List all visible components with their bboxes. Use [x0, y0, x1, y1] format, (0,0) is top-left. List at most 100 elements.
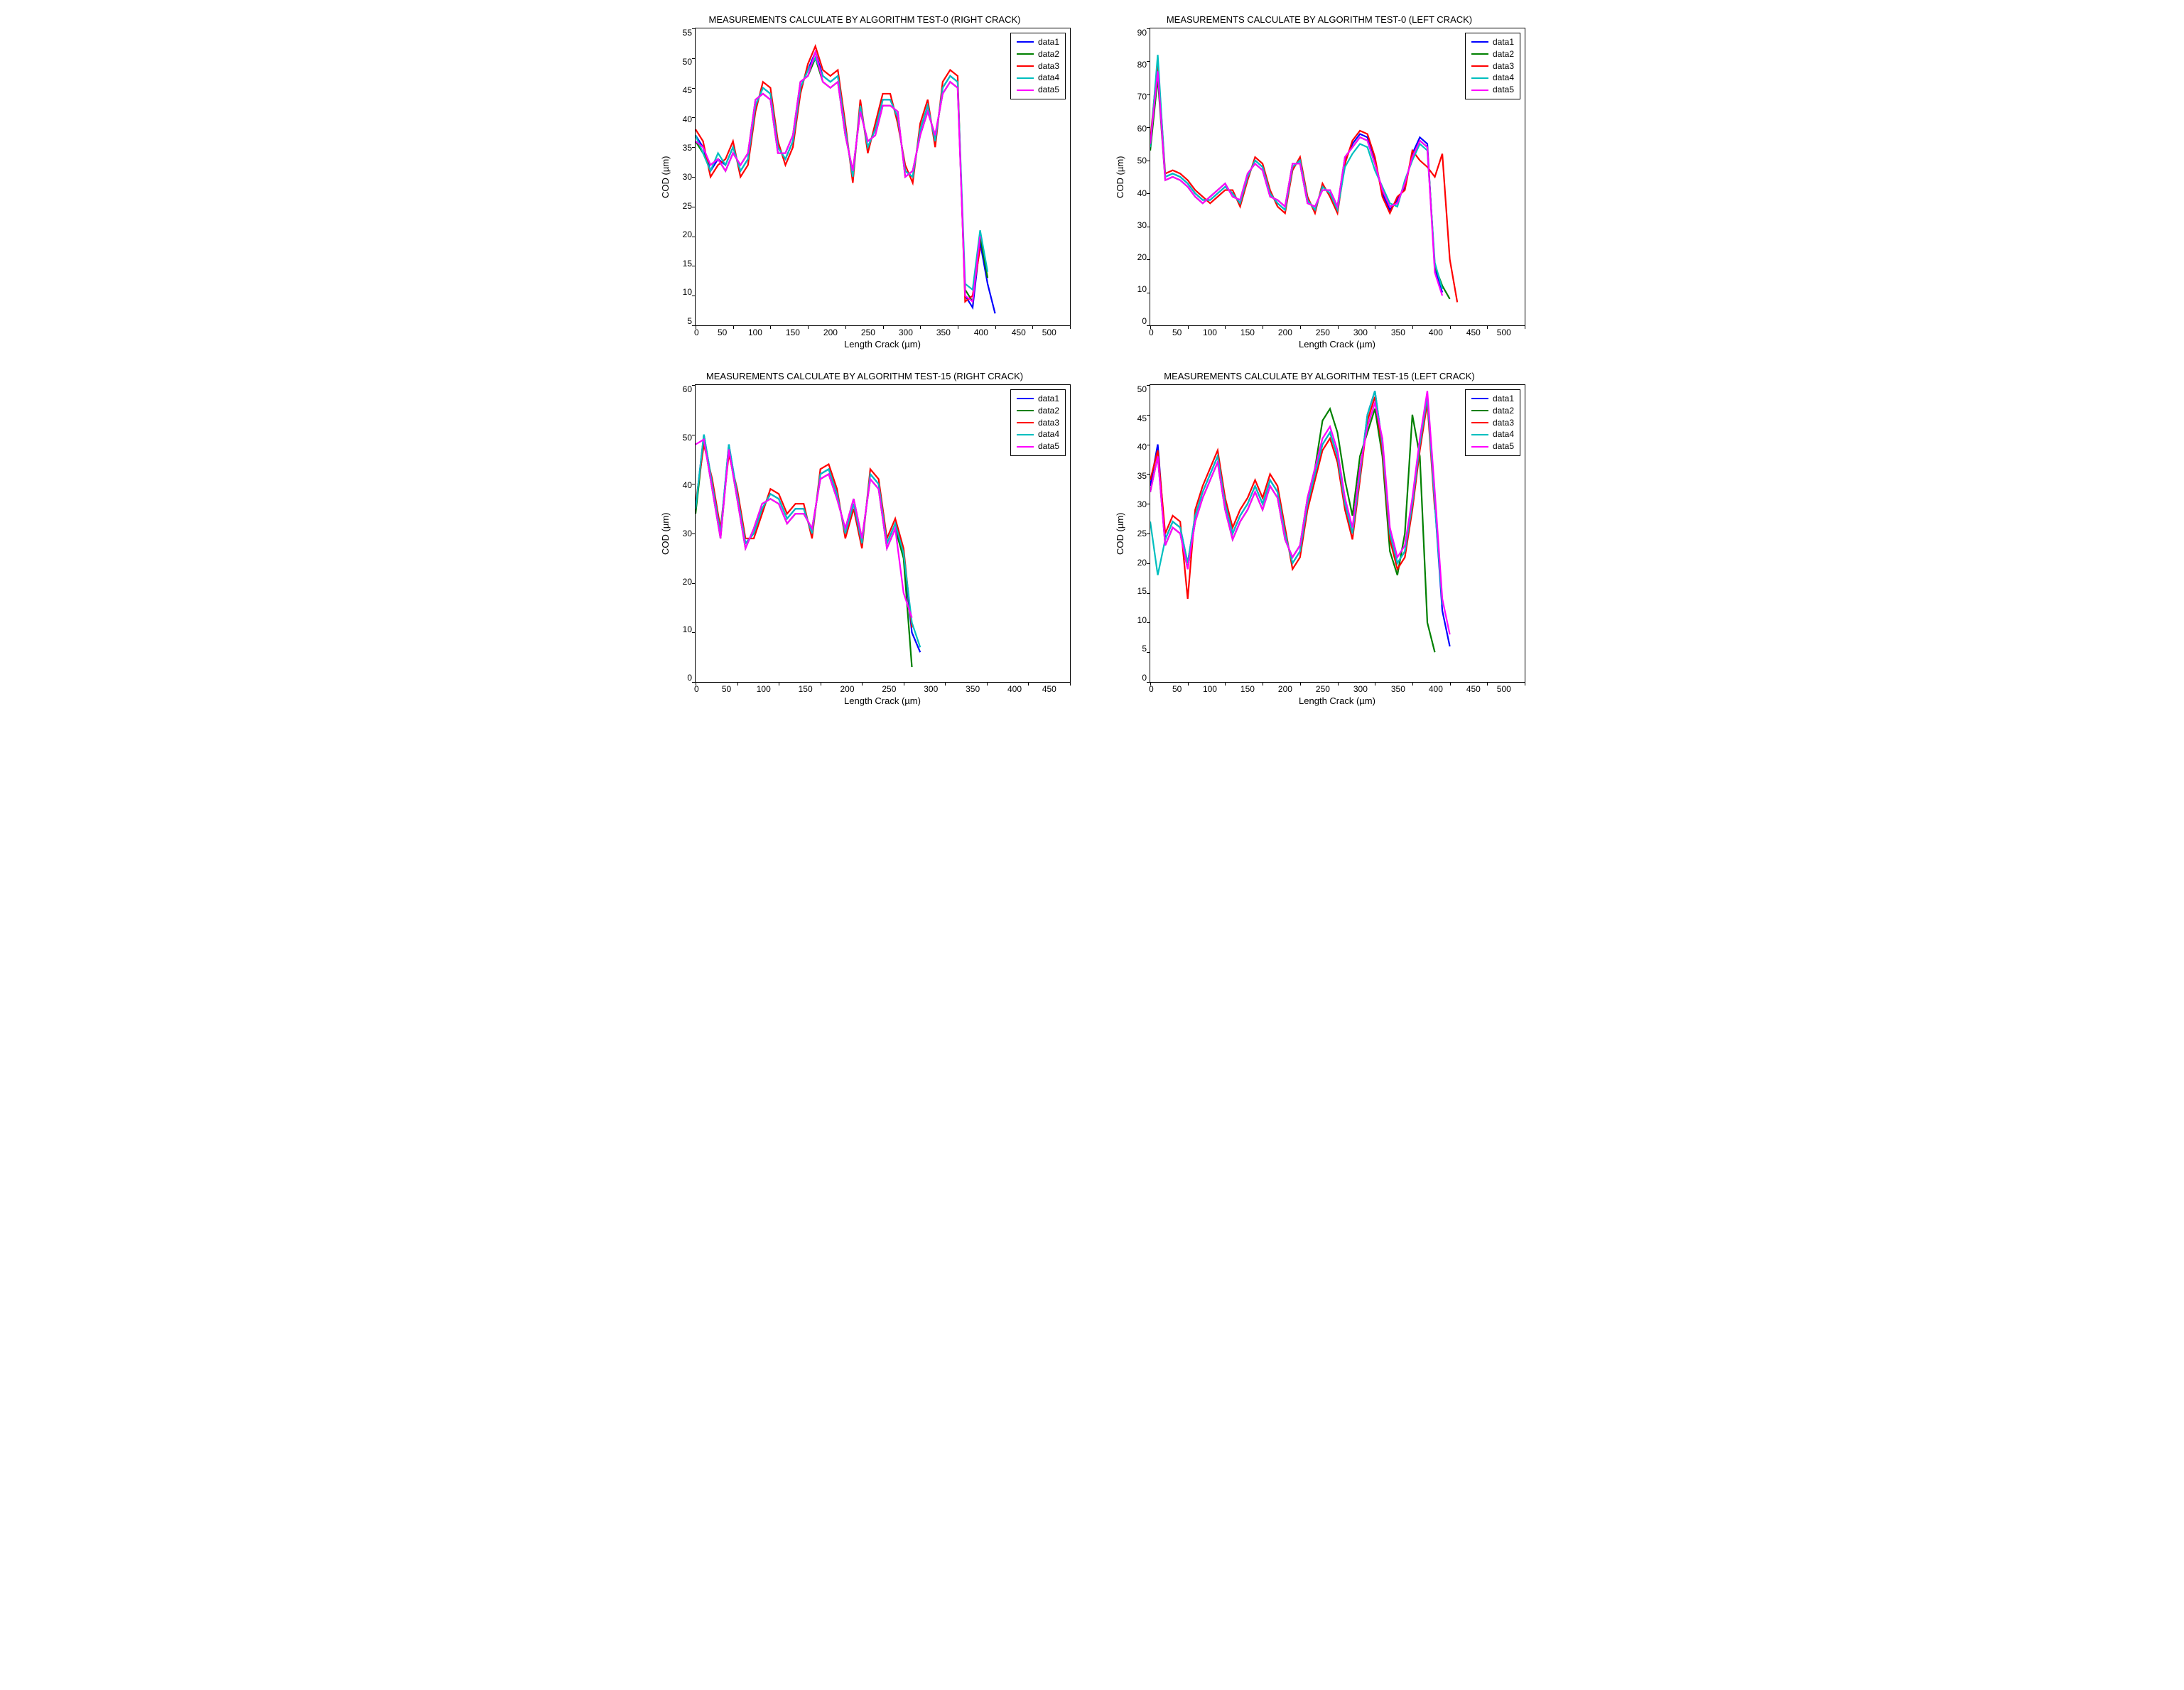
- y-tick-label: 45: [1137, 413, 1147, 423]
- legend-item: data3: [1017, 417, 1059, 429]
- x-tick-label: 500: [1497, 684, 1511, 694]
- legend-swatch: [1017, 422, 1034, 423]
- chart-title: MEASUREMENTS CALCULATE BY ALGORITHM TEST…: [659, 14, 1071, 25]
- legend-item: data5: [1017, 440, 1059, 453]
- y-tick-label: 50: [683, 57, 692, 67]
- plot-area: data1data2data3data4data5: [695, 384, 1071, 683]
- x-tick-label: 200: [1278, 684, 1292, 694]
- series-line-data5: [696, 440, 912, 618]
- x-tick-label: 400: [974, 327, 988, 337]
- y-tick-label: 30: [683, 529, 692, 538]
- x-tick-label: 0: [1149, 684, 1154, 694]
- legend-item: data4: [1471, 428, 1514, 440]
- legend-swatch: [1471, 65, 1488, 67]
- x-axis-ticks: 050100150200250300350400450500: [694, 327, 1071, 337]
- series-line-data1: [696, 52, 995, 313]
- x-tick-label: 300: [1353, 684, 1368, 694]
- y-tick-label: 60: [683, 384, 692, 394]
- x-tick-label: 0: [694, 327, 699, 337]
- legend-item: data1: [1017, 393, 1059, 405]
- y-tick-label: 20: [683, 577, 692, 587]
- x-tick-label: 500: [1497, 327, 1511, 337]
- x-tick-label: 350: [1391, 327, 1405, 337]
- y-tick-label: 80: [1137, 60, 1147, 70]
- legend-item: data5: [1017, 84, 1059, 96]
- legend-swatch: [1017, 446, 1034, 448]
- y-tick-label: 40: [683, 114, 692, 124]
- y-tick-label: 15: [1137, 586, 1147, 596]
- legend-swatch: [1017, 434, 1034, 435]
- legend-item: data4: [1017, 428, 1059, 440]
- x-tick-label: 450: [1012, 327, 1026, 337]
- plot-area: data1data2data3data4data5: [1150, 28, 1525, 326]
- series-line-data5: [696, 52, 980, 301]
- x-axis-ticks: 050100150200250300350400450: [694, 684, 1071, 694]
- x-tick-label: 400: [1429, 684, 1443, 694]
- y-tick-label: 90: [1137, 28, 1147, 38]
- x-axis-label: Length Crack (µm): [1149, 339, 1525, 350]
- plot-area: data1data2data3data4data5: [695, 28, 1071, 326]
- legend-item: data3: [1471, 60, 1514, 72]
- legend-label: data4: [1038, 428, 1059, 440]
- x-tick-label: 100: [1203, 327, 1217, 337]
- series-line-data4: [1150, 55, 1442, 289]
- legend-swatch: [1017, 41, 1034, 43]
- y-tick-label: 5: [1142, 644, 1147, 654]
- legend-item: data5: [1471, 440, 1514, 453]
- x-tick-label: 350: [966, 684, 980, 694]
- x-tick-label: 300: [924, 684, 938, 694]
- legend-swatch: [1017, 398, 1034, 399]
- legend-label: data3: [1493, 417, 1514, 429]
- x-tick-label: 500: [1042, 327, 1056, 337]
- y-tick-label: 20: [1137, 558, 1147, 568]
- x-tick-label: 450: [1466, 684, 1481, 694]
- x-tick-label: 400: [1429, 327, 1443, 337]
- legend-label: data2: [1493, 405, 1514, 417]
- x-tick-label: 150: [1240, 684, 1255, 694]
- y-tick-label: 0: [1142, 316, 1147, 326]
- x-tick-label: 250: [861, 327, 875, 337]
- legend-item: data1: [1471, 393, 1514, 405]
- x-tick-label: 100: [1203, 684, 1217, 694]
- y-tick-label: 0: [1142, 673, 1147, 683]
- x-tick-label: 450: [1042, 684, 1056, 694]
- plot-area: data1data2data3data4data5: [1150, 384, 1525, 683]
- y-tick-label: 70: [1137, 92, 1147, 102]
- x-tick-label: 250: [1316, 684, 1330, 694]
- x-tick-label: 150: [1240, 327, 1255, 337]
- legend-swatch: [1471, 53, 1488, 55]
- legend-item: data4: [1471, 72, 1514, 84]
- legend-swatch: [1471, 434, 1488, 435]
- legend-swatch: [1017, 90, 1034, 91]
- panel-test15-left: MEASUREMENTS CALCULATE BY ALGORITHM TEST…: [1113, 371, 1525, 706]
- x-tick-label: 300: [899, 327, 913, 337]
- legend-swatch: [1471, 410, 1488, 411]
- y-tick-label: 5: [687, 316, 692, 326]
- legend-label: data5: [1038, 84, 1059, 96]
- legend-label: data3: [1038, 60, 1059, 72]
- y-axis-label: COD (µm): [1113, 28, 1127, 326]
- y-axis-label: COD (µm): [659, 384, 672, 683]
- x-tick-label: 250: [1316, 327, 1330, 337]
- x-axis-ticks: 050100150200250300350400450500: [1149, 327, 1525, 337]
- legend-label: data5: [1038, 440, 1059, 453]
- legend-swatch: [1471, 446, 1488, 448]
- legend-label: data2: [1493, 48, 1514, 60]
- x-axis-label: Length Crack (µm): [694, 339, 1071, 350]
- legend-swatch: [1017, 77, 1034, 79]
- x-tick-label: 100: [757, 684, 771, 694]
- legend-item: data2: [1017, 48, 1059, 60]
- panel-test0-right: MEASUREMENTS CALCULATE BY ALGORITHM TEST…: [659, 14, 1071, 350]
- y-tick-label: 45: [683, 85, 692, 95]
- legend-swatch: [1471, 41, 1488, 43]
- legend-item: data2: [1471, 405, 1514, 417]
- series-line-data1: [1150, 68, 1442, 293]
- y-tick-label: 35: [683, 143, 692, 153]
- legend-label: data2: [1038, 405, 1059, 417]
- x-axis-label: Length Crack (µm): [1149, 695, 1525, 706]
- x-tick-label: 400: [1007, 684, 1022, 694]
- y-tick-label: 20: [1137, 252, 1147, 262]
- y-tick-label: 40: [1137, 442, 1147, 452]
- series-line-data3: [696, 445, 912, 628]
- y-tick-label: 10: [683, 624, 692, 634]
